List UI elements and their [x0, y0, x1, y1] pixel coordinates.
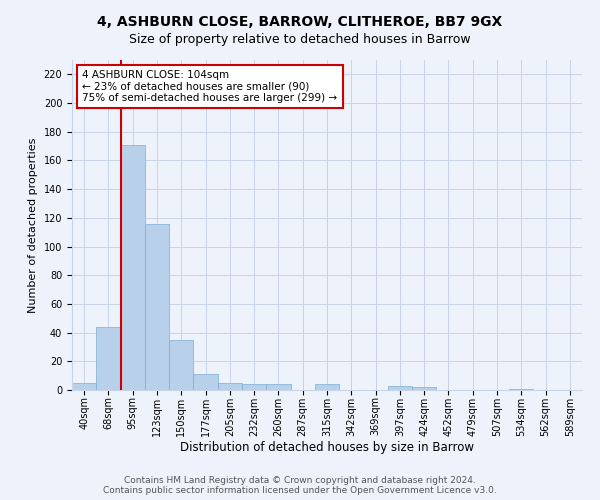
Text: Size of property relative to detached houses in Barrow: Size of property relative to detached ho… — [129, 32, 471, 46]
Bar — [509, 388, 533, 390]
Y-axis label: Number of detached properties: Number of detached properties — [28, 138, 38, 312]
Bar — [169, 340, 193, 390]
Bar — [193, 374, 218, 390]
Text: Contains HM Land Registry data © Crown copyright and database right 2024.
Contai: Contains HM Land Registry data © Crown c… — [103, 476, 497, 495]
Text: 4, ASHBURN CLOSE, BARROW, CLITHEROE, BB7 9GX: 4, ASHBURN CLOSE, BARROW, CLITHEROE, BB7… — [97, 15, 503, 29]
Bar — [266, 384, 290, 390]
Bar — [242, 384, 266, 390]
Bar — [72, 383, 96, 390]
Bar — [145, 224, 169, 390]
Bar — [121, 144, 145, 390]
X-axis label: Distribution of detached houses by size in Barrow: Distribution of detached houses by size … — [180, 441, 474, 454]
Text: 4 ASHBURN CLOSE: 104sqm
← 23% of detached houses are smaller (90)
75% of semi-de: 4 ASHBURN CLOSE: 104sqm ← 23% of detache… — [82, 70, 337, 103]
Bar — [388, 386, 412, 390]
Bar — [315, 384, 339, 390]
Bar — [412, 387, 436, 390]
Bar — [96, 327, 121, 390]
Bar — [218, 383, 242, 390]
